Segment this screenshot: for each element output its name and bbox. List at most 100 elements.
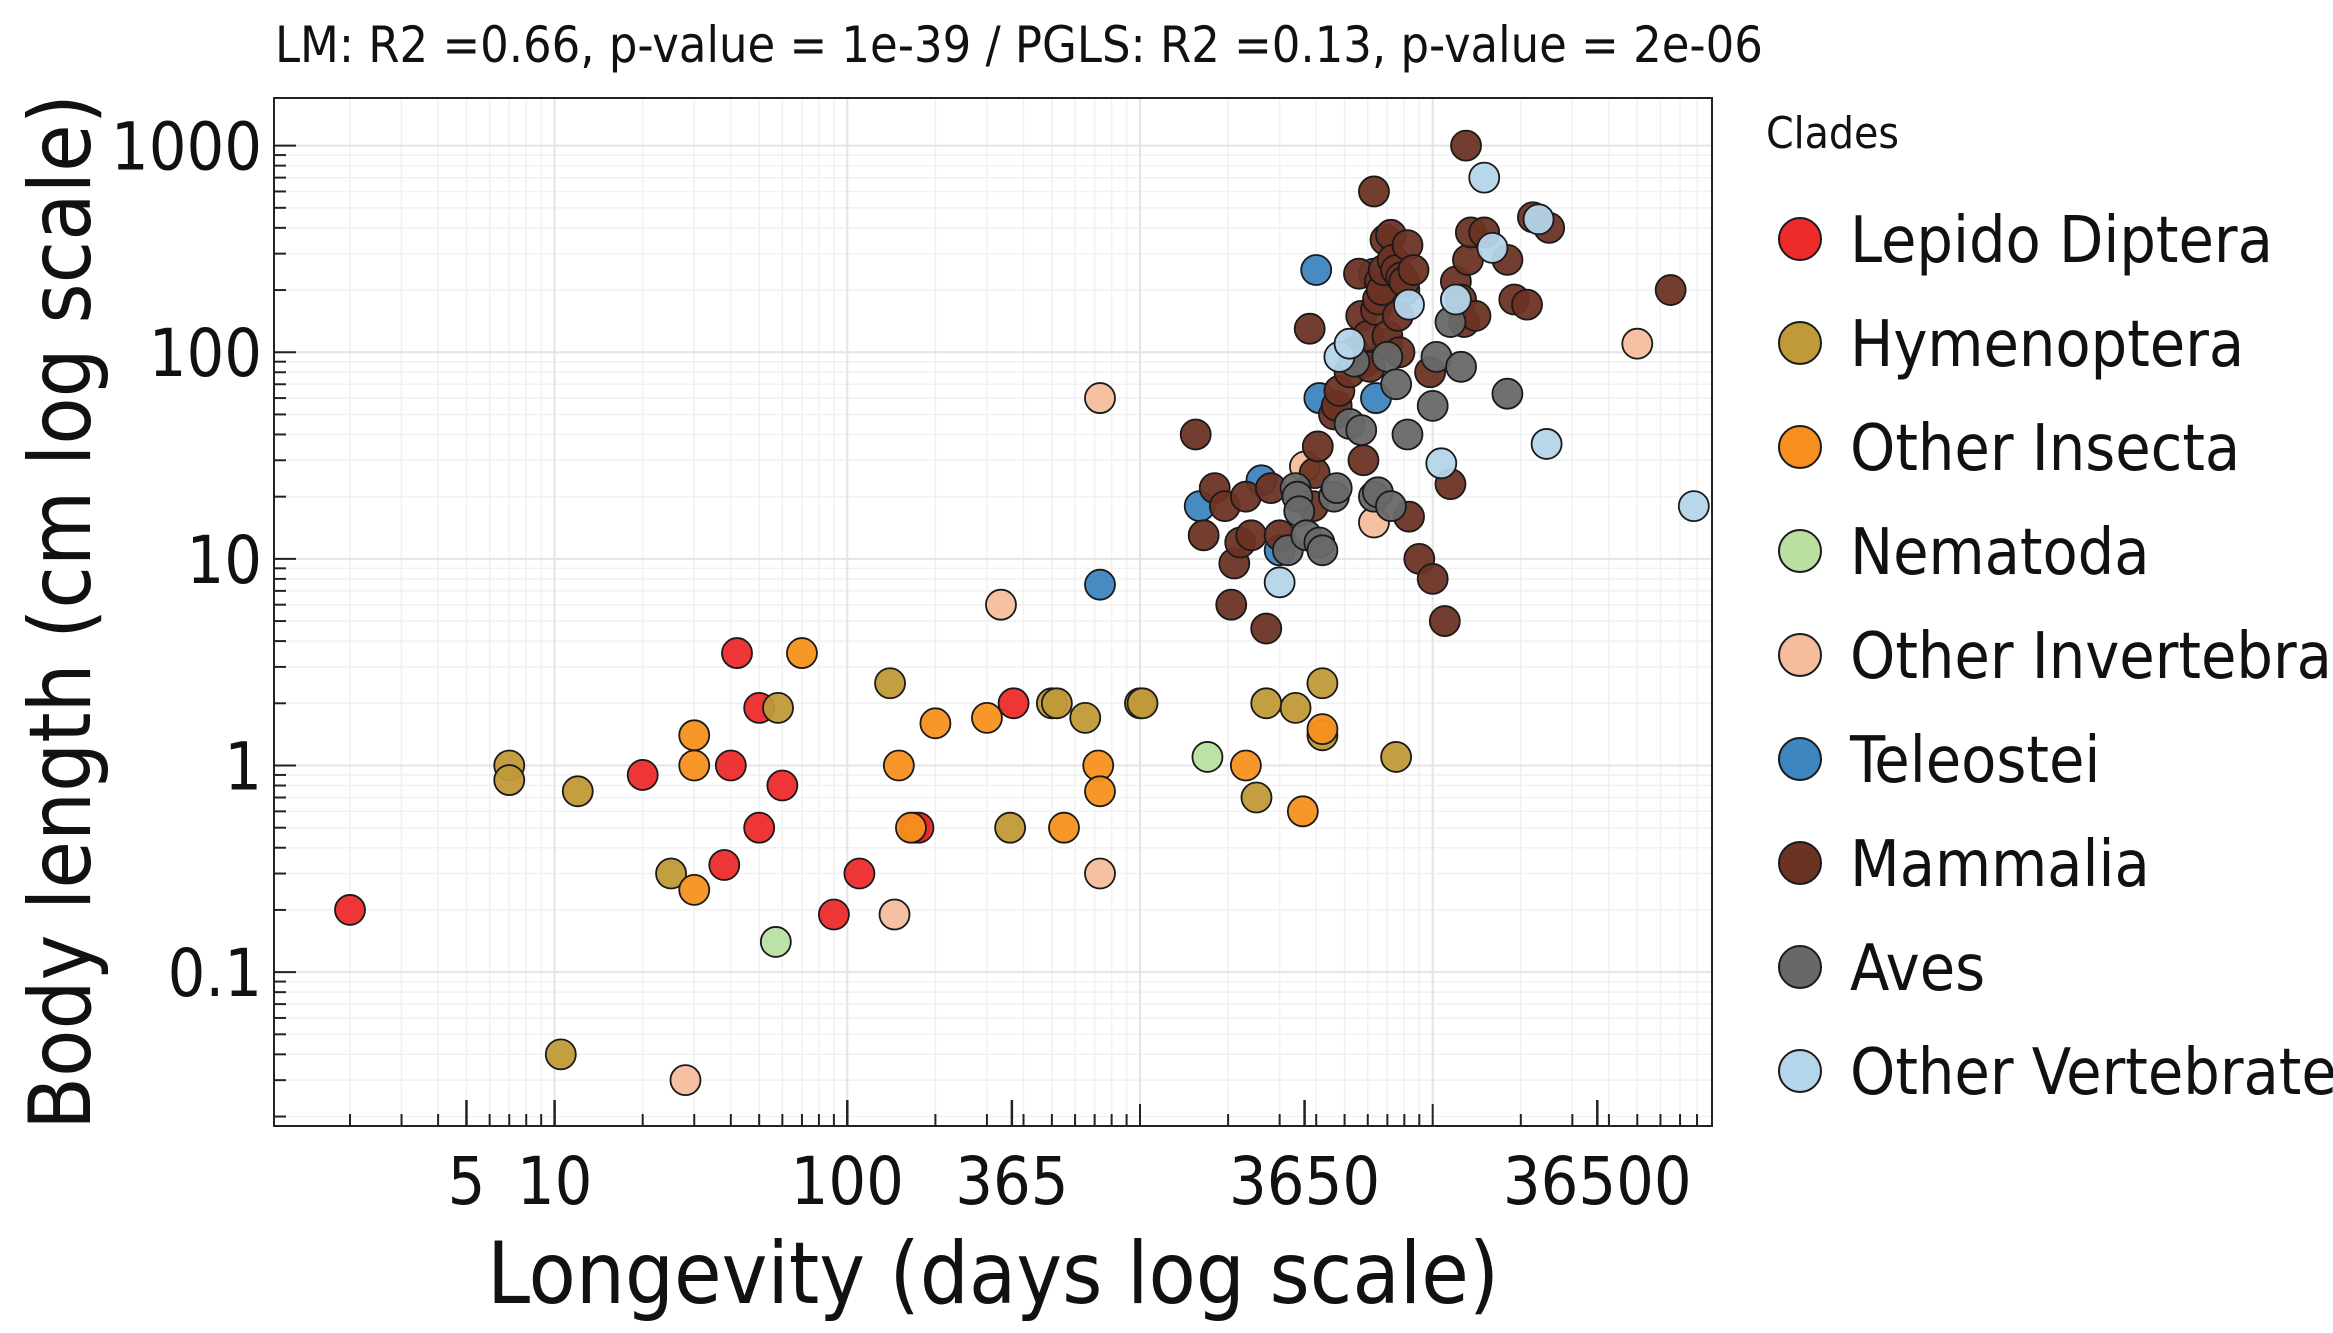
y-tick-label: 100: [149, 315, 262, 392]
data-point: [1511, 288, 1543, 321]
x-tick-label: 36500: [1503, 1143, 1692, 1220]
data-point: [708, 849, 741, 881]
data-point: [1358, 175, 1390, 208]
data-point: [1187, 519, 1220, 552]
plot-area: [273, 97, 1713, 1127]
data-point: [544, 1038, 577, 1071]
data-point: [493, 764, 526, 796]
data-point: [1048, 811, 1080, 844]
legend-marker: [1778, 633, 1822, 677]
series: [493, 667, 1413, 1071]
data-point: [743, 811, 776, 844]
data-point: [1229, 749, 1262, 782]
data-point: [669, 1064, 702, 1097]
x-axis-ticks: [348, 1100, 1713, 1126]
y-axis-tick-labels: 0.1 1 10 100 1000: [111, 109, 262, 1013]
data-point: [1345, 414, 1378, 446]
series: [678, 637, 1339, 906]
legend-title: Clades: [1766, 108, 1899, 159]
legend-label: Aves: [1850, 932, 1985, 1006]
legend-item: Other Insecta: [1778, 412, 2240, 486]
data-point: [1301, 430, 1334, 463]
data-point: [1439, 283, 1472, 316]
legend-marker: [1778, 217, 1822, 261]
plot-frame: [273, 97, 1713, 1127]
legend-marker: [1778, 945, 1822, 989]
legend-label: Other Vertebrates: [1850, 1036, 2333, 1110]
data-point: [1397, 254, 1430, 286]
data-point: [1425, 447, 1458, 480]
x-tick-label: 5: [448, 1143, 486, 1220]
data-point: [1371, 340, 1404, 373]
data-point: [1250, 612, 1283, 645]
y-tick-label: 0.1: [168, 935, 262, 1012]
x-tick-label: 10: [517, 1143, 593, 1220]
data-point: [971, 701, 1003, 734]
chart-title: LM: R2 =0.66, p-value = 1e-39 / PGLS: R2…: [275, 16, 1763, 74]
legend-label: Mammalia: [1850, 828, 2150, 902]
data-point: [655, 857, 687, 890]
legend-marker: [1778, 529, 1822, 573]
legend-items: Lepido Diptera Hymenoptera Other Insecta Ne…: [1778, 204, 2333, 1110]
legend-item: Teleostei: [1778, 724, 2100, 798]
data-point: [1347, 444, 1380, 477]
y-axis-ticks: [274, 144, 296, 1118]
data-point: [1191, 741, 1224, 773]
data-point: [1654, 274, 1687, 306]
legend: Clades Lepido Diptera Hymenoptera Other In…: [1766, 108, 2333, 1110]
legend-item: Nematoda: [1778, 516, 2150, 590]
x-tick-label: 3650: [1229, 1143, 1380, 1220]
series: [759, 741, 1224, 958]
data-point: [1240, 781, 1273, 814]
data-point: [678, 749, 711, 782]
data-point: [1250, 687, 1283, 720]
legend-marker: [1778, 737, 1822, 781]
legend-label: Other Invertebrates: [1850, 620, 2333, 694]
data-point: [1468, 161, 1501, 194]
legend-marker: [1778, 1049, 1822, 1093]
x-tick-label: 365: [955, 1143, 1068, 1220]
data-point: [1416, 562, 1449, 595]
data-point: [1333, 327, 1366, 360]
data-point: [1445, 350, 1477, 383]
data-point: [1320, 472, 1353, 505]
data-point: [762, 691, 794, 724]
data-point: [1069, 701, 1102, 734]
y-tick-label: 1000: [111, 109, 262, 186]
data-point: [1084, 382, 1116, 414]
data-point: [919, 707, 952, 740]
legend-item: Aves: [1778, 932, 1985, 1006]
data-point: [1428, 605, 1461, 637]
data-point: [1263, 566, 1296, 599]
data-point: [766, 769, 799, 802]
series: [669, 327, 1654, 1097]
data-point: [874, 667, 906, 700]
data-point: [1450, 129, 1482, 162]
data-point: [817, 898, 850, 931]
data-point: [1084, 775, 1116, 808]
data-point: [878, 898, 911, 931]
legend-marker: [1778, 841, 1822, 885]
data-point: [882, 749, 915, 782]
legend-marker: [1778, 425, 1822, 469]
data-point: [1393, 288, 1425, 321]
data-point: [1530, 428, 1563, 460]
data-point: [997, 687, 1030, 720]
data-point: [1179, 418, 1212, 451]
data-point: [1476, 231, 1509, 264]
data-point: [1416, 389, 1449, 422]
data-point: [678, 873, 711, 906]
data-point: [1391, 418, 1424, 451]
data-point: [1084, 857, 1116, 890]
legend-item: Hymenoptera: [1778, 308, 2244, 382]
data-point: [1040, 687, 1073, 720]
data-point: [1306, 713, 1339, 746]
series: [1263, 161, 1710, 599]
legend-item: Mammalia: [1778, 828, 2150, 902]
data-point: [759, 926, 792, 958]
y-axis-title: Body length (cm log scale): [11, 94, 111, 1130]
data-point: [1215, 588, 1248, 621]
data-point: [1491, 377, 1524, 410]
data-point: [1522, 203, 1555, 236]
data-point: [334, 894, 366, 926]
